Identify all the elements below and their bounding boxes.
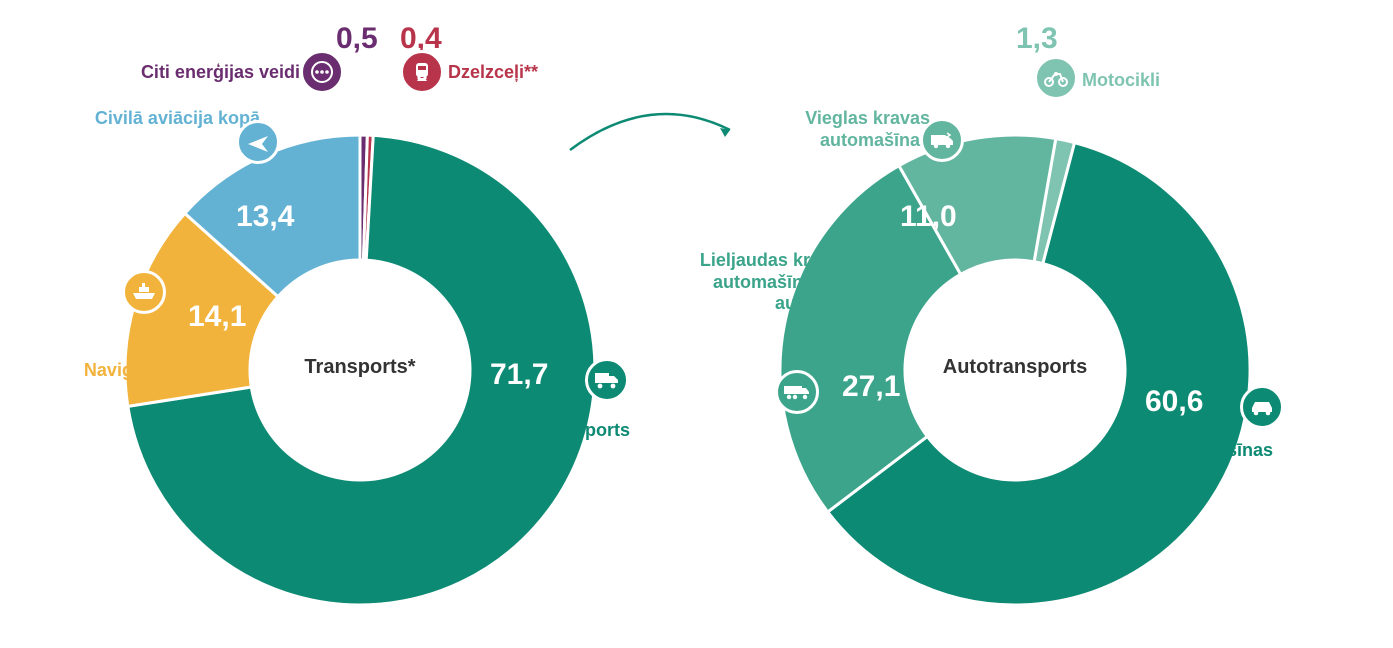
right-value-light: 11,0 bbox=[900, 200, 957, 234]
truck-icon bbox=[585, 358, 629, 402]
right-label-cars: Automašīnas bbox=[1160, 440, 1350, 462]
right-center-label: Autotransports bbox=[915, 356, 1115, 379]
left-value-auto: 71,7 bbox=[490, 358, 548, 392]
right-value-heavy: 27,1 bbox=[842, 370, 900, 404]
left-value-citi: 0,5 bbox=[336, 22, 378, 56]
right-value-cars: 60,6 bbox=[1145, 385, 1203, 419]
left-label-auto: Autotransports bbox=[500, 420, 690, 442]
right-label-light: Vieglas kravas automašīnas bbox=[740, 108, 930, 151]
left-value-avia: 13,4 bbox=[236, 200, 294, 234]
van-icon bbox=[920, 118, 964, 162]
lorry-icon bbox=[775, 370, 819, 414]
moto-icon bbox=[1034, 56, 1078, 100]
left-value-nav: 14,1 bbox=[188, 300, 246, 334]
left-label-avia: Civilā aviācija kopā bbox=[70, 108, 260, 130]
left-label-dzelz: Dzelzceļi** bbox=[448, 62, 638, 84]
link-arrow bbox=[560, 80, 760, 200]
right-label-heavy: Lieljaudas kravas automašīnas un autobus… bbox=[660, 250, 850, 315]
plane-icon bbox=[236, 120, 280, 164]
car-icon bbox=[1240, 385, 1284, 429]
train-icon bbox=[400, 50, 444, 94]
left-label-nav: Navigācija kopā bbox=[30, 360, 220, 382]
right-label-moto: Motocikli bbox=[1082, 70, 1272, 92]
left-center-label: Transports* bbox=[270, 356, 450, 379]
left-label-citi: Citi enerģijas veidi bbox=[110, 62, 300, 84]
dots-icon bbox=[300, 50, 344, 94]
ship-icon bbox=[122, 270, 166, 314]
right-value-moto: 1,3 bbox=[1016, 22, 1058, 56]
